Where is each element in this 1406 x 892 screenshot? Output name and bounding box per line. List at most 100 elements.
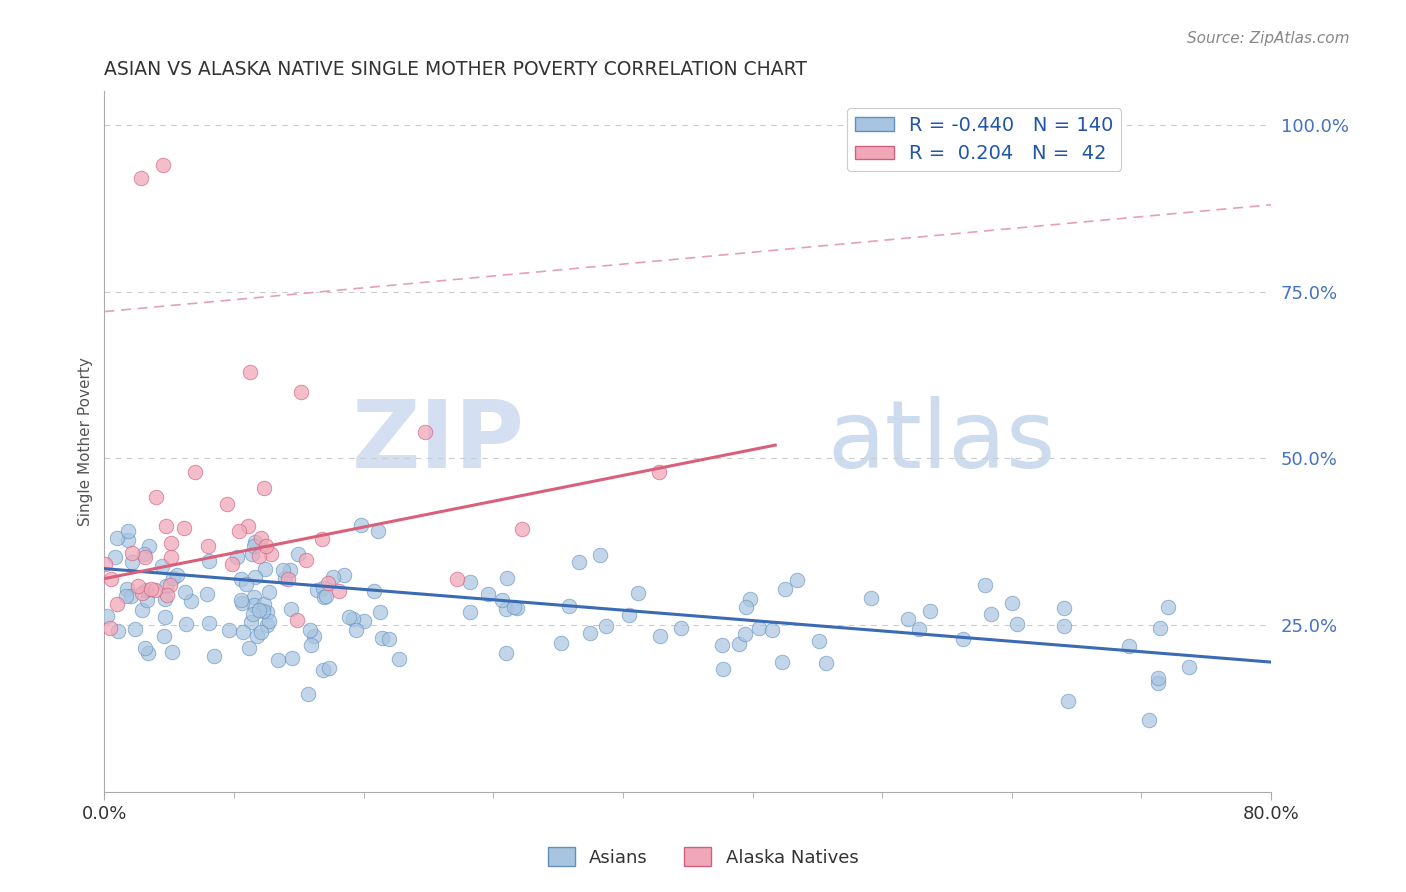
Point xyxy=(388,652,411,666)
Point xyxy=(134,641,156,656)
Point xyxy=(897,612,920,626)
Point xyxy=(98,621,121,635)
Point xyxy=(952,632,974,646)
Point xyxy=(1157,599,1180,614)
Point xyxy=(180,594,202,608)
Point xyxy=(281,651,304,665)
Point xyxy=(1053,601,1076,615)
Point xyxy=(243,570,266,584)
Point xyxy=(242,591,264,605)
Point xyxy=(1137,713,1160,727)
Point xyxy=(446,572,468,586)
Point xyxy=(155,578,177,592)
Point xyxy=(579,626,602,640)
Point xyxy=(378,632,401,647)
Point xyxy=(980,607,1002,622)
Point xyxy=(231,596,253,610)
Legend: Asians, Alaska Natives: Asians, Alaska Natives xyxy=(540,840,866,874)
Legend: R = -0.440   N = 140, R =  0.204   N =  42: R = -0.440 N = 140, R = 0.204 N = 42 xyxy=(846,108,1122,171)
Point xyxy=(136,646,159,660)
Point xyxy=(156,588,179,602)
Point xyxy=(152,158,174,172)
Point xyxy=(202,648,225,663)
Point xyxy=(115,582,138,597)
Text: ZIP: ZIP xyxy=(352,396,524,488)
Point xyxy=(159,578,181,592)
Point xyxy=(242,607,264,622)
Point xyxy=(312,663,335,677)
Point xyxy=(367,524,389,539)
Point xyxy=(333,567,356,582)
Point xyxy=(121,555,143,569)
Point xyxy=(918,604,941,618)
Point xyxy=(285,613,308,627)
Point xyxy=(117,533,139,548)
Point xyxy=(274,571,297,585)
Point xyxy=(152,629,174,643)
Point xyxy=(1149,621,1171,635)
Point xyxy=(786,573,808,587)
Point xyxy=(496,571,519,585)
Point xyxy=(350,517,373,532)
Point xyxy=(256,605,278,619)
Point xyxy=(198,554,221,568)
Point xyxy=(246,629,269,643)
Point xyxy=(155,592,177,607)
Point xyxy=(295,553,318,567)
Text: atlas: atlas xyxy=(828,396,1056,488)
Point xyxy=(155,518,177,533)
Point xyxy=(250,531,273,545)
Point xyxy=(728,637,751,651)
Point xyxy=(124,623,146,637)
Point xyxy=(231,592,253,607)
Point xyxy=(627,586,650,600)
Point xyxy=(257,585,280,599)
Point xyxy=(671,622,693,636)
Point xyxy=(117,524,139,538)
Point xyxy=(240,547,263,561)
Point xyxy=(221,557,243,571)
Text: Source: ZipAtlas.com: Source: ZipAtlas.com xyxy=(1187,31,1350,46)
Point xyxy=(121,546,143,560)
Point xyxy=(458,605,481,619)
Point xyxy=(226,549,249,564)
Point xyxy=(807,634,830,648)
Point xyxy=(100,572,122,586)
Point xyxy=(162,571,184,585)
Point xyxy=(502,599,524,614)
Point xyxy=(302,629,325,643)
Point xyxy=(131,586,153,600)
Point xyxy=(253,597,276,611)
Point xyxy=(734,626,756,640)
Point xyxy=(353,614,375,628)
Point xyxy=(371,631,394,645)
Point xyxy=(254,539,277,553)
Point xyxy=(229,572,252,586)
Point xyxy=(298,623,321,637)
Point xyxy=(143,582,166,597)
Point xyxy=(458,575,481,590)
Point xyxy=(761,623,783,637)
Point xyxy=(218,623,240,637)
Point xyxy=(120,589,142,603)
Point xyxy=(135,583,157,598)
Point xyxy=(368,605,391,619)
Point xyxy=(153,610,176,624)
Point xyxy=(477,586,499,600)
Point xyxy=(96,609,118,624)
Point xyxy=(568,555,591,569)
Point xyxy=(247,603,270,617)
Point xyxy=(735,599,758,614)
Point xyxy=(1178,660,1201,674)
Point xyxy=(1147,671,1170,685)
Text: ASIAN VS ALASKA NATIVE SINGLE MOTHER POVERTY CORRELATION CHART: ASIAN VS ALASKA NATIVE SINGLE MOTHER POV… xyxy=(104,60,807,78)
Point xyxy=(197,539,219,553)
Point xyxy=(710,638,733,652)
Point xyxy=(312,581,335,595)
Point xyxy=(160,645,183,659)
Point xyxy=(973,578,995,592)
Point xyxy=(184,465,207,479)
Point xyxy=(595,618,617,632)
Point xyxy=(253,562,276,576)
Point xyxy=(773,582,796,597)
